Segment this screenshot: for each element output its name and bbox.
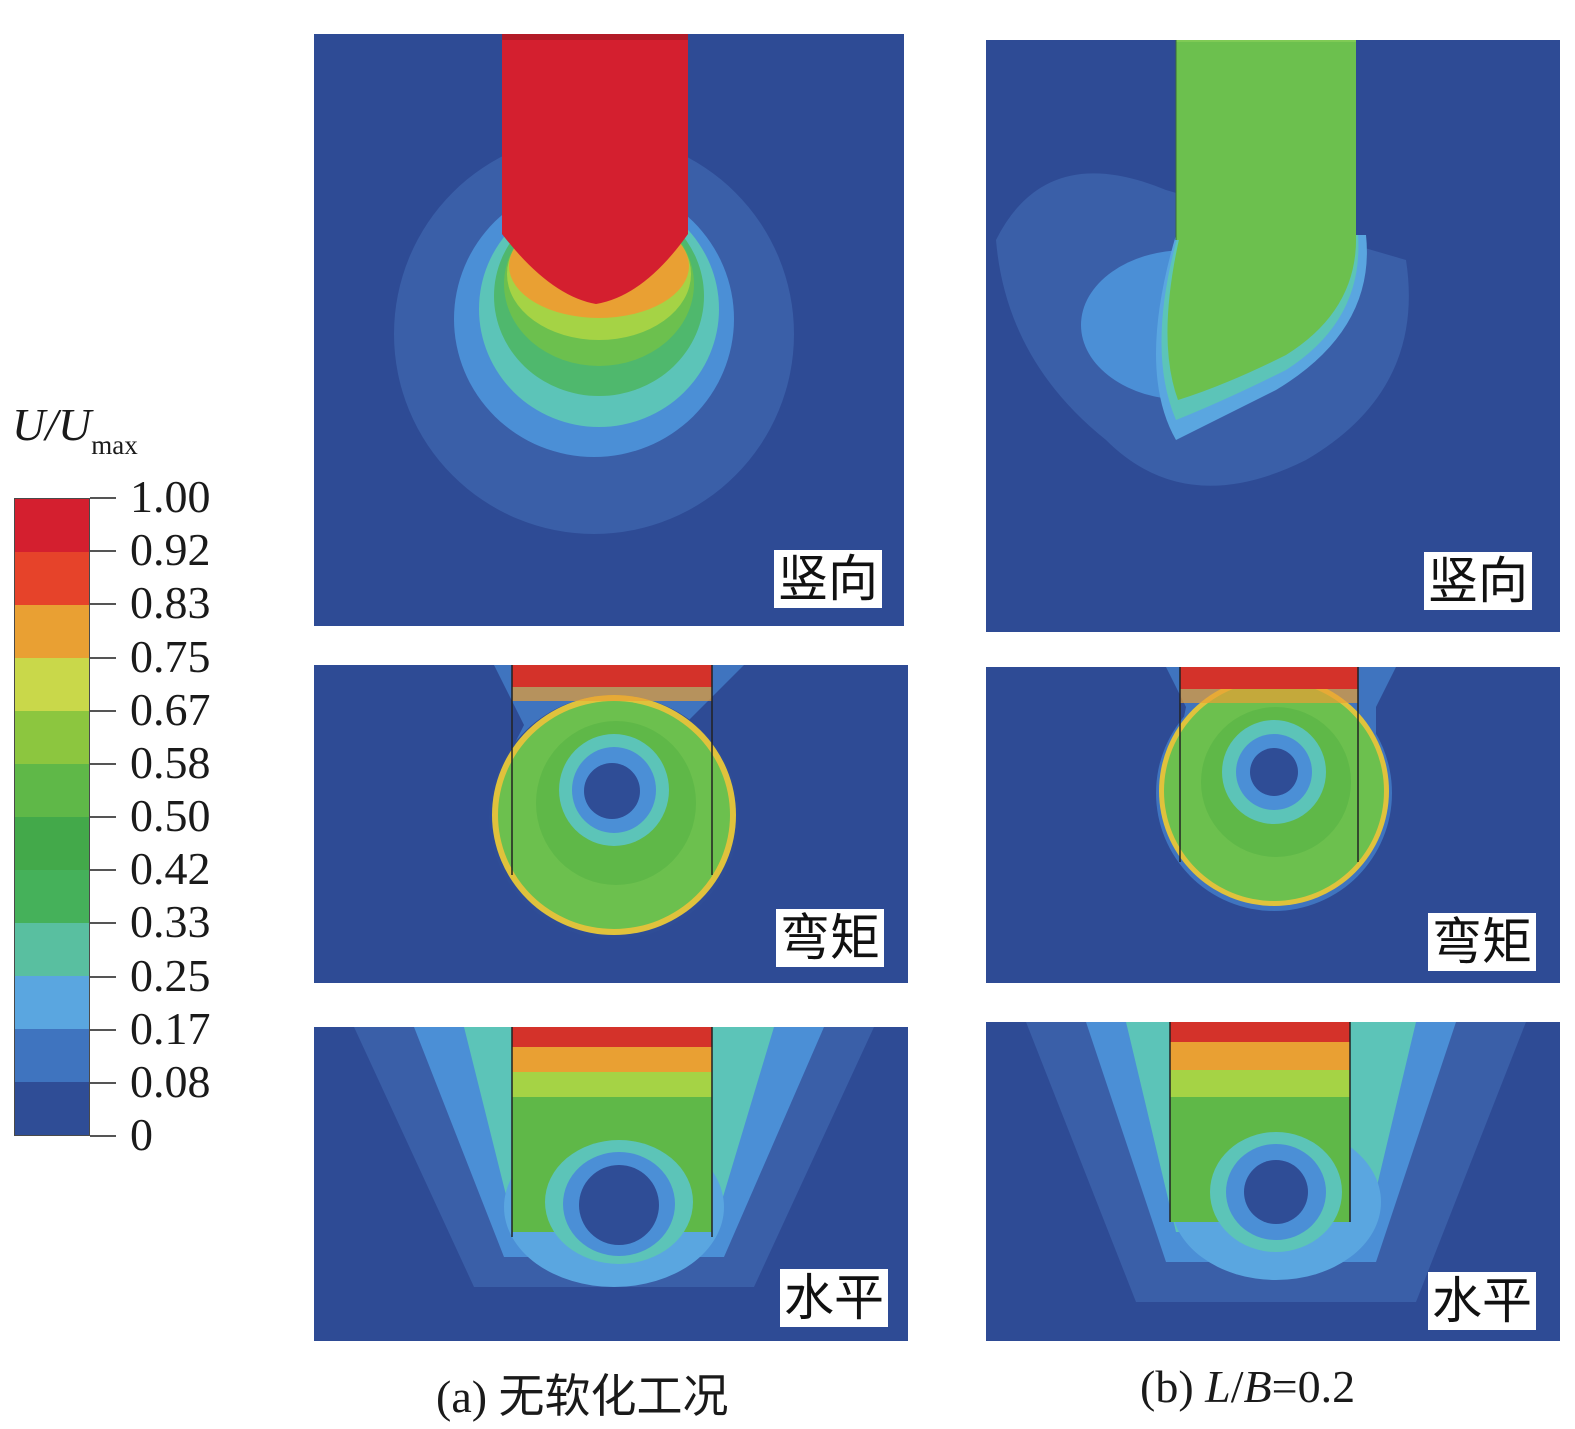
tick-mark <box>90 1135 116 1137</box>
tick-label: 0.42 <box>130 843 211 895</box>
color-scale-ticks: 1.00 0.92 0.83 0.75 0.67 0.58 0.50 0.42 0.33 0.25… <box>90 471 290 1160</box>
color-scale-bar <box>14 498 90 1136</box>
tick-label: 0.58 <box>130 736 211 788</box>
tick-mark <box>90 497 116 499</box>
caption-b: (b) L/B=0.2 <box>1140 1360 1355 1413</box>
tick-label: 0.25 <box>130 949 211 1001</box>
color-scale-segment <box>15 711 89 764</box>
tick-mark <box>90 922 116 925</box>
tick-label: 0.08 <box>130 1055 211 1107</box>
tick-mark <box>90 816 116 818</box>
color-scale-segment <box>15 658 89 711</box>
contour-a-horizontal <box>354 1027 874 1287</box>
legend-title: U/Umax <box>12 398 138 461</box>
tick-label: 1.00 <box>130 471 211 522</box>
tick-mark <box>90 869 116 872</box>
label-a-vertical: 竖向 <box>774 550 882 608</box>
tick-label: 0.67 <box>130 683 211 735</box>
panel-b-vertical: 竖向 <box>986 40 1560 632</box>
contour-b-vertical <box>996 40 1409 486</box>
panel-a-horizontal: 水平 <box>314 1027 908 1341</box>
color-scale-segment <box>15 923 89 976</box>
label-a-horizontal: 水平 <box>780 1269 888 1327</box>
contour-a-moment <box>489 665 744 939</box>
color-scale-segment <box>15 817 89 870</box>
tick-mark <box>90 762 116 765</box>
tick-label: 0 <box>130 1109 153 1160</box>
caption-b-L: L <box>1205 1361 1231 1412</box>
label-b-horizontal: 水平 <box>1428 1272 1536 1330</box>
tick-label: 0.33 <box>130 896 211 948</box>
tick-mark <box>90 1028 116 1031</box>
tick-label: 0.92 <box>130 524 211 576</box>
contour-b-horizontal <box>1026 1022 1526 1302</box>
panel-b-horizontal: 水平 <box>986 1022 1560 1341</box>
color-scale-segment <box>15 870 89 923</box>
caption-b-B: B <box>1243 1361 1272 1412</box>
caption-b-suffix: =0.2 <box>1271 1361 1356 1412</box>
tick-label: 0.50 <box>130 790 211 841</box>
label-b-vertical: 竖向 <box>1424 552 1532 610</box>
legend-title-subscript: max <box>91 430 138 460</box>
label-b-moment: 弯矩 <box>1428 913 1536 971</box>
tick-label: 0.83 <box>130 577 211 629</box>
tick-mark <box>90 603 116 606</box>
color-scale-segment <box>15 976 89 1029</box>
contour-b-moment <box>1156 667 1396 911</box>
tick-mark <box>90 550 116 553</box>
color-scale-segment <box>15 1082 89 1135</box>
color-scale-segment <box>15 552 89 605</box>
panel-a-moment: 弯矩 <box>314 665 908 983</box>
contour-a-vertical <box>394 34 794 534</box>
tick-mark <box>90 656 116 659</box>
legend-title-main: U/U <box>12 399 92 450</box>
color-scale-segment <box>15 1029 89 1082</box>
color-scale-segment <box>15 764 89 817</box>
tick-mark <box>90 709 116 712</box>
tick-mark <box>90 1081 116 1084</box>
tick-label: 0.75 <box>130 630 211 682</box>
color-scale-segment <box>15 605 89 658</box>
panel-b-moment: 弯矩 <box>986 667 1560 983</box>
label-a-moment: 弯矩 <box>776 909 884 967</box>
caption-b-slash: / <box>1230 1361 1244 1412</box>
panel-a-vertical: 竖向 <box>314 34 904 626</box>
tick-mark <box>90 975 116 978</box>
caption-b-prefix: (b) <box>1140 1361 1206 1412</box>
color-scale-segment <box>15 499 89 552</box>
tick-label: 0.17 <box>130 1002 211 1054</box>
caption-a: (a) 无软化工况 <box>436 1371 729 1422</box>
